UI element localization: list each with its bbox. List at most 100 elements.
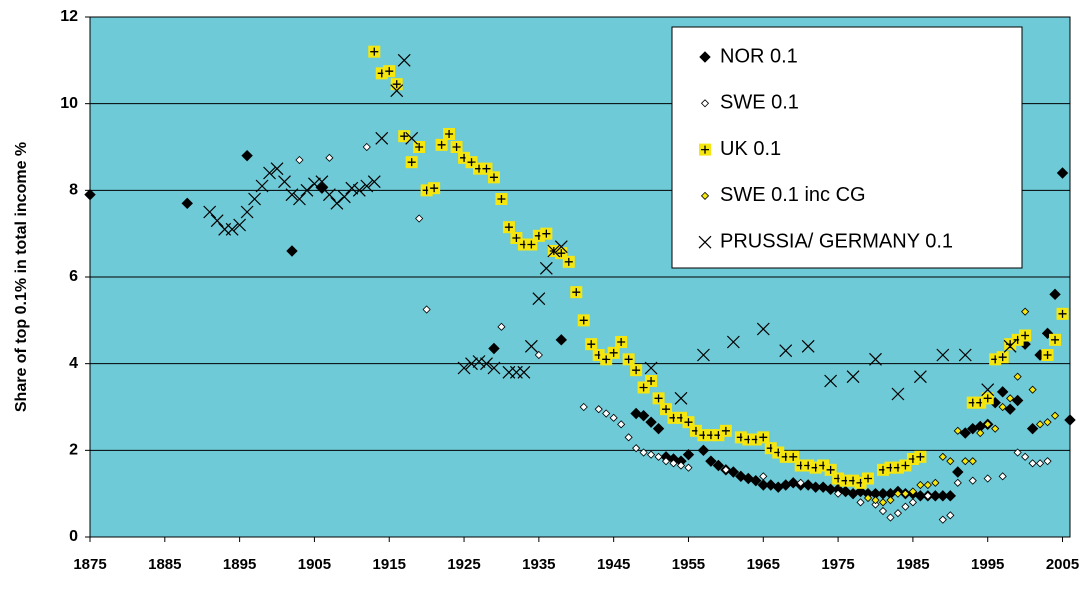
marker [719, 424, 732, 437]
marker [1043, 457, 1052, 466]
marker [983, 474, 992, 483]
diamond [996, 386, 1009, 398]
marker [345, 181, 359, 195]
marker [495, 193, 508, 205]
marker [422, 305, 431, 314]
x-mark [936, 348, 950, 362]
plus [542, 229, 551, 238]
x-mark [539, 261, 553, 275]
plus [647, 377, 656, 385]
marker [315, 175, 329, 189]
diamond [834, 489, 843, 498]
diamond [700, 99, 710, 108]
marker [435, 138, 448, 151]
diamond [817, 481, 829, 493]
diamond [863, 493, 873, 503]
plus [415, 143, 424, 151]
marker [181, 197, 193, 210]
marker [1050, 411, 1060, 420]
marker [622, 353, 635, 366]
plus [430, 184, 439, 193]
diamond [908, 498, 917, 507]
marker [1021, 307, 1030, 316]
legend-box [671, 26, 1023, 269]
marker [1011, 394, 1024, 407]
marker [700, 191, 710, 200]
diamond [878, 506, 888, 516]
marker [270, 162, 284, 176]
diamond [944, 490, 957, 502]
marker [602, 409, 611, 418]
plus [504, 223, 513, 232]
marker [624, 433, 633, 442]
diamond [953, 478, 962, 487]
plus [564, 257, 573, 266]
marker [893, 509, 903, 518]
diamond [923, 491, 932, 500]
diamond [632, 444, 641, 453]
x-tick-label: 1925 [447, 556, 480, 573]
marker [652, 392, 665, 405]
x-tick-label: 1905 [298, 556, 331, 573]
marker [757, 431, 770, 444]
y-tick-label: 0 [69, 528, 78, 545]
marker [413, 141, 426, 153]
marker [863, 493, 873, 503]
marker [923, 480, 932, 490]
marker [856, 498, 865, 507]
marker [615, 336, 628, 348]
marker [869, 352, 882, 366]
marker [1056, 167, 1069, 179]
marker [632, 444, 641, 453]
marker [953, 426, 962, 435]
diamond [916, 480, 925, 490]
x-mark [958, 348, 972, 362]
marker [637, 409, 650, 422]
diamond [1036, 459, 1045, 468]
marker [871, 500, 880, 509]
x-mark [225, 222, 239, 236]
diamond [938, 452, 947, 461]
marker [953, 478, 962, 487]
x-mark [913, 370, 927, 384]
marker [809, 481, 822, 493]
diamond [983, 420, 992, 429]
diamond [684, 463, 693, 472]
marker [517, 365, 531, 379]
marker [1036, 459, 1045, 468]
plus [654, 394, 663, 403]
marker [397, 53, 411, 67]
diamond [669, 459, 678, 468]
y-axis-title: Share of top 0.1% in total income % [13, 142, 30, 412]
diamond [295, 155, 304, 165]
marker [524, 339, 538, 353]
marker [742, 472, 755, 485]
diamond [645, 416, 657, 428]
marker [976, 428, 985, 438]
marker [1013, 372, 1022, 381]
x-mark [255, 179, 269, 193]
marker [991, 424, 1000, 433]
marker [796, 478, 805, 487]
marker [998, 472, 1007, 481]
x-mark [233, 218, 247, 232]
diamond [961, 457, 970, 466]
diamond [700, 191, 710, 200]
diamond [362, 142, 371, 152]
diamond [654, 452, 663, 461]
diamond [422, 305, 431, 314]
diamond [697, 444, 710, 457]
diamond [796, 478, 805, 487]
x-mark [487, 361, 501, 375]
x-mark [472, 355, 486, 368]
plus [445, 130, 454, 138]
marker [705, 455, 717, 467]
diamond [415, 214, 424, 223]
marker [316, 182, 328, 194]
plus [759, 433, 768, 442]
x-mark [278, 175, 291, 189]
marker [996, 386, 1009, 398]
marker [570, 286, 583, 299]
marker [562, 255, 575, 268]
diamond [1028, 459, 1037, 468]
